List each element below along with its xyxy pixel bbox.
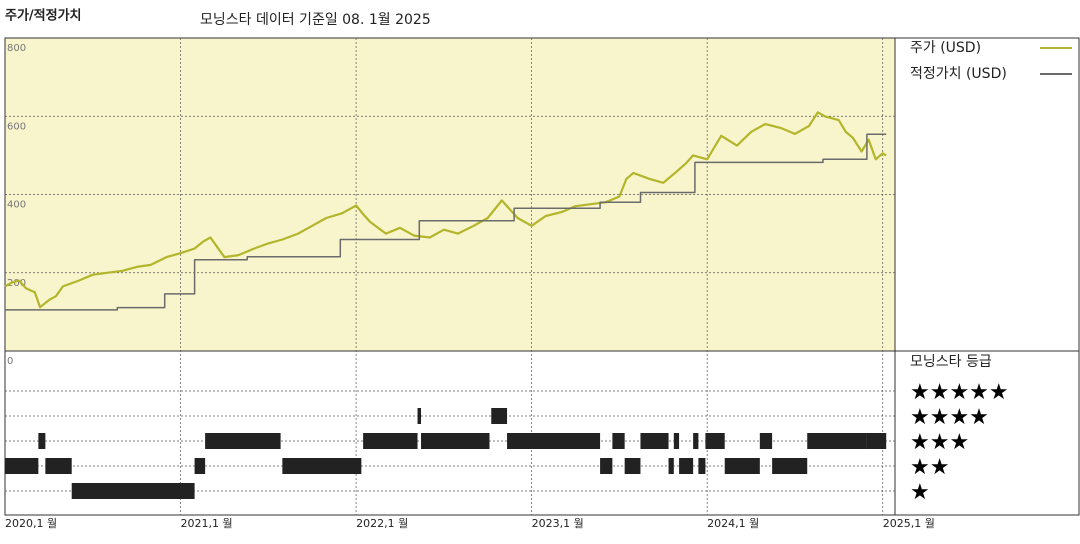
rating-bar [668,458,674,474]
rating-bar [624,458,641,474]
rating-bar [724,458,760,474]
rating-bar [866,433,887,449]
rating-label: ★ [910,480,930,505]
x-tick-label: 2022,1 월 [356,517,408,530]
series-line [5,133,887,311]
rating-bar [640,433,669,449]
rating-bar [507,433,601,449]
rating-bar [705,433,725,449]
rating-bar [491,408,508,424]
rating-bar [612,433,625,449]
rating-bar [71,483,195,499]
legend-label: 주가 (USD) [910,40,981,56]
rating-bar [205,433,281,449]
frame [4,37,1080,516]
rating-bar [5,458,39,474]
y-tick-label: 400 [7,200,26,211]
x-tick-label: 2024,1 월 [707,517,759,530]
y-tick-label: 600 [7,121,26,132]
rating-bar [698,458,706,474]
y-tick-label: 200 [7,278,26,289]
rating-bar [807,433,867,449]
x-tick-label: 2025,1 월 [883,517,935,530]
y-tick-label: 0 [7,356,13,367]
x-tick-label: 2020,1 월 [5,517,57,530]
rating-bar [693,433,699,449]
rating-title: 모닝스타 등급 [910,354,992,370]
chart-subtitle: 모닝스타 데이터 기준일 08. 1월 2025 [200,12,431,28]
rating-label: ★★★★ [910,405,989,430]
rating-bar [194,458,206,474]
rating-label: ★★★★★ [910,380,1009,405]
chart-title: 주가/적정가치 [5,8,82,24]
rating-bar [759,433,773,449]
series-line [4,111,887,309]
rating-bar [363,433,418,449]
rating-bar [38,433,46,449]
rating-label: ★★★ [910,430,969,455]
rating-bar [679,458,694,474]
rating-bar [282,458,362,474]
x-tick-label: 2021,1 월 [181,517,233,530]
rating-label: ★★ [910,455,949,480]
rating-bar [772,458,808,474]
rating-bar [600,458,613,474]
legend-label: 적정가치 (USD) [910,66,1007,82]
rating-bar [45,458,72,474]
rating-bar [417,408,422,424]
x-tick-label: 2023,1 월 [532,517,584,530]
y-tick-label: 800 [7,43,26,54]
rating-bar [673,433,680,449]
rating-bar [421,433,490,449]
